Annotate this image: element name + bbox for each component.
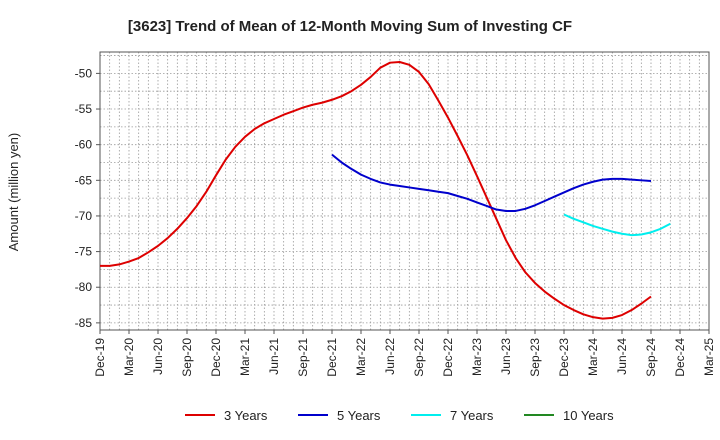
y-tick-label: -70 bbox=[75, 209, 93, 223]
x-tick-label: Sep-24 bbox=[644, 338, 658, 377]
y-tick-label: -50 bbox=[75, 66, 93, 80]
x-tick-label: Dec-22 bbox=[441, 338, 455, 377]
grid-lines bbox=[100, 52, 709, 330]
x-tick-label: Mar-21 bbox=[238, 338, 252, 376]
x-tick-label: Mar-22 bbox=[354, 338, 368, 376]
x-tick-label: Jun-23 bbox=[499, 338, 513, 375]
series-line-5-years bbox=[331, 153, 652, 212]
legend-label: 5 Years bbox=[337, 408, 381, 423]
plot-area-frame bbox=[99, 51, 710, 331]
legend-label: 7 Years bbox=[450, 408, 494, 423]
x-tick-label: Dec-24 bbox=[673, 338, 687, 377]
x-tick-label: Jun-20 bbox=[151, 338, 165, 375]
series-line-3-years bbox=[100, 60, 652, 320]
x-tick-label: Jun-21 bbox=[267, 338, 281, 375]
y-tick-label: -55 bbox=[75, 102, 93, 116]
series-line-7-years bbox=[563, 213, 671, 237]
legend-label: 3 Years bbox=[224, 408, 268, 423]
y-tick-label: -85 bbox=[75, 316, 93, 330]
y-tick-label: -60 bbox=[75, 138, 93, 152]
x-tick-label: Mar-24 bbox=[586, 338, 600, 376]
x-tick-label: Dec-20 bbox=[209, 338, 223, 377]
x-tick-label: Mar-25 bbox=[702, 338, 716, 376]
x-tick-label: Dec-21 bbox=[325, 338, 339, 377]
x-tick-label: Mar-23 bbox=[470, 338, 484, 376]
y-tick-label: -80 bbox=[75, 280, 93, 294]
x-tick-label: Sep-21 bbox=[296, 338, 310, 377]
series-lines bbox=[100, 60, 671, 320]
x-tick-label: Mar-20 bbox=[122, 338, 136, 376]
x-tick-label: Dec-19 bbox=[93, 338, 107, 377]
x-tick-label: Sep-23 bbox=[528, 338, 542, 377]
chart-title: [3623] Trend of Mean of 12-Month Moving … bbox=[128, 18, 572, 35]
y-axis-label: Amount (million yen) bbox=[6, 133, 21, 252]
y-axis-ticks: -50 -55 -60 -65 -70 -75 -80 -85 bbox=[75, 66, 100, 330]
legend: 3 Years 5 Years 7 Years 10 Years bbox=[185, 408, 614, 423]
legend-label: 10 Years bbox=[563, 408, 614, 423]
x-tick-label: Jun-24 bbox=[615, 338, 629, 375]
x-tick-label: Sep-20 bbox=[180, 338, 194, 377]
y-tick-label: -75 bbox=[75, 245, 93, 259]
x-tick-label: Dec-23 bbox=[557, 338, 571, 377]
x-axis-ticks: Dec-19 Mar-20 Jun-20 Sep-20 Dec-20 Mar-21 Jun-… bbox=[93, 330, 716, 377]
x-tick-label: Jun-22 bbox=[383, 338, 397, 375]
y-tick-label: -65 bbox=[75, 173, 93, 187]
x-tick-label: Sep-22 bbox=[412, 338, 426, 377]
